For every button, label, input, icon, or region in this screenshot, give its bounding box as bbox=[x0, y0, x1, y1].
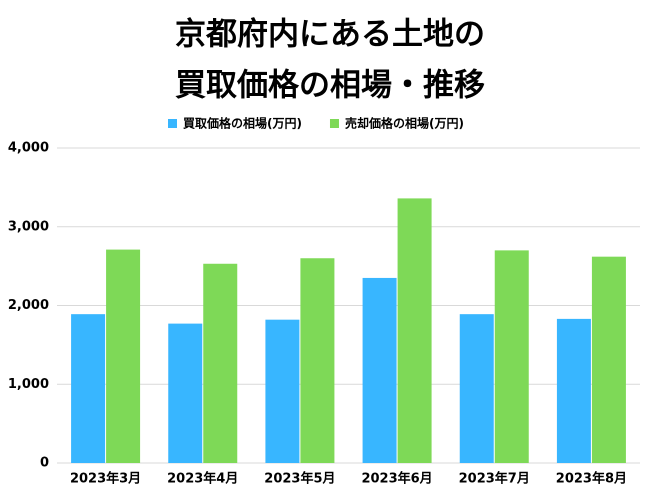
bar bbox=[556, 318, 591, 463]
bar bbox=[459, 314, 494, 463]
bar bbox=[265, 319, 300, 463]
bar bbox=[168, 323, 203, 463]
legend-swatch bbox=[329, 119, 339, 128]
bar bbox=[591, 256, 626, 463]
x-tick-label: 2023年5月 bbox=[264, 471, 335, 487]
bar bbox=[494, 250, 529, 463]
x-tick-label: 2023年8月 bbox=[556, 471, 627, 487]
x-tick-label: 2023年3月 bbox=[70, 471, 141, 487]
legend-swatch bbox=[168, 119, 177, 128]
chart-title: 京都府内にある土地の bbox=[175, 17, 485, 53]
bar bbox=[203, 263, 238, 463]
chart-title: 買取価格の相場・推移 bbox=[175, 68, 485, 104]
bar bbox=[300, 258, 335, 463]
bar bbox=[71, 314, 106, 463]
bar bbox=[397, 198, 432, 463]
bar bbox=[106, 249, 141, 463]
x-tick-label: 2023年7月 bbox=[459, 471, 530, 487]
legend-label: 買取価格の相場(万円) bbox=[183, 116, 302, 131]
bar bbox=[362, 277, 397, 463]
y-tick-label: 4,000 bbox=[8, 141, 49, 156]
y-tick-label: 3,000 bbox=[8, 219, 49, 234]
y-tick-label: 2,000 bbox=[8, 298, 49, 313]
y-tick-label: 1,000 bbox=[8, 377, 49, 392]
x-tick-label: 2023年6月 bbox=[361, 471, 432, 487]
x-tick-label: 2023年4月 bbox=[167, 471, 238, 487]
y-tick-label: 0 bbox=[40, 456, 49, 471]
legend-label: 売却価格の相場(万円) bbox=[345, 116, 464, 131]
